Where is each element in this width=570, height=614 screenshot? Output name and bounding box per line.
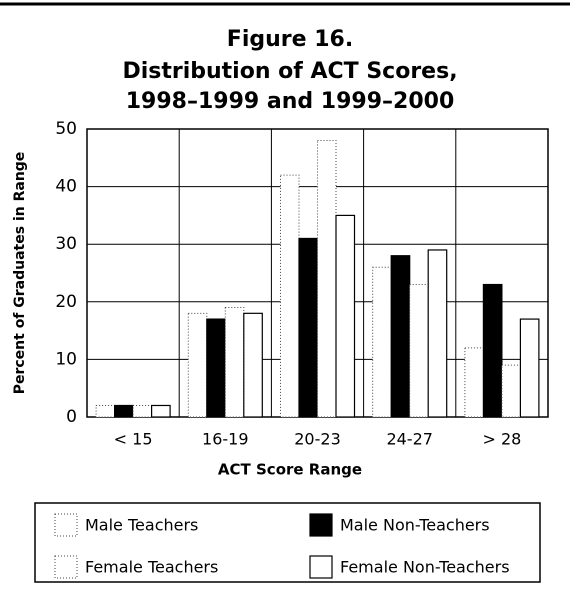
y-axis-title: Percent of Graduates in Range (12, 152, 28, 395)
y-tick-label: 50 (55, 119, 77, 139)
bar (187, 312, 208, 418)
chart-title: Distribution of ACT Scores, (122, 59, 457, 84)
legend-label: Male Non-Teachers (340, 516, 490, 535)
bar (132, 404, 153, 418)
x-tick-label: 24-27 (386, 430, 433, 449)
legend-label: Female Teachers (85, 558, 218, 577)
bar (464, 347, 484, 418)
bar (427, 249, 448, 418)
x-tick-label: < 15 (114, 430, 153, 449)
bar (151, 404, 171, 418)
bar (482, 283, 503, 418)
bar (298, 237, 319, 418)
x-tick-label: 20-23 (294, 430, 341, 449)
bar (206, 318, 226, 418)
y-tick-label: 0 (66, 407, 77, 427)
legend-box (34, 502, 541, 583)
bar (501, 364, 521, 418)
bar (317, 140, 337, 418)
chart-title: Figure 16. (227, 27, 353, 52)
y-tick-label: 10 (55, 349, 77, 369)
legend-swatch (54, 513, 78, 537)
legend-swatch (309, 513, 333, 537)
x-tick-label: > 28 (482, 430, 521, 449)
bar (280, 174, 300, 418)
bar (95, 404, 116, 418)
legend-swatch (54, 555, 78, 579)
bar (372, 266, 392, 418)
y-tick-label: 20 (55, 292, 77, 312)
legend-swatch (309, 555, 333, 579)
chart-title: 1998–1999 and 1999–2000 (126, 89, 455, 114)
x-tick-label: 16-19 (202, 430, 249, 449)
y-tick-label: 40 (55, 177, 77, 197)
legend-label: Male Teachers (85, 516, 198, 535)
bar (390, 255, 411, 418)
legend-label: Female Non-Teachers (340, 558, 510, 577)
bar (519, 318, 540, 418)
x-axis-title: ACT Score Range (218, 461, 362, 479)
bar (113, 404, 134, 418)
bar (409, 284, 429, 418)
bar (335, 214, 356, 418)
bar (243, 312, 263, 418)
y-tick-label: 30 (55, 234, 77, 254)
bar (224, 307, 245, 418)
